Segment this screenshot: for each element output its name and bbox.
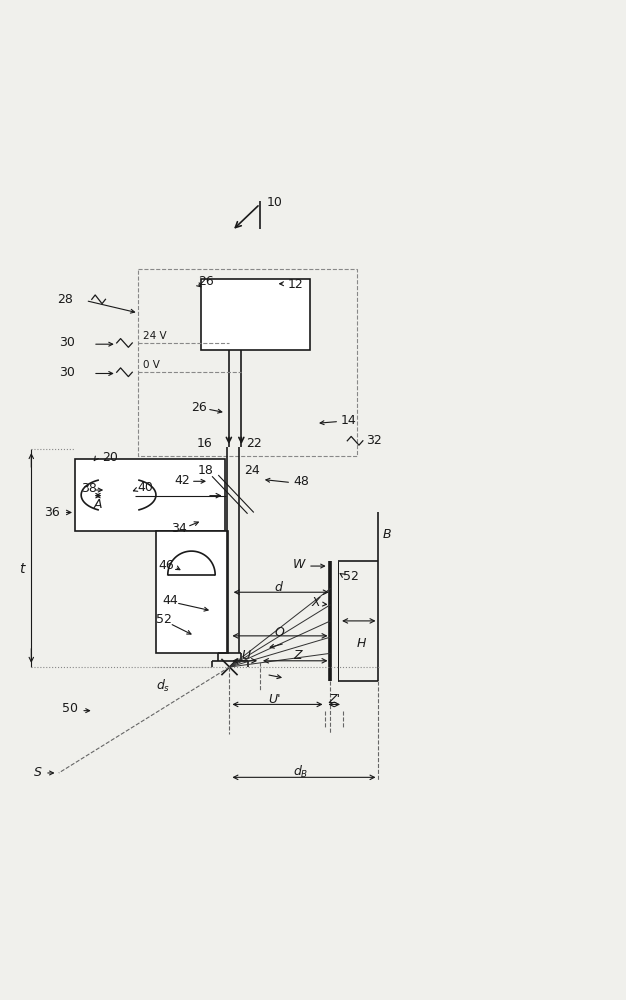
Text: 24: 24 bbox=[244, 464, 260, 477]
Text: 40: 40 bbox=[137, 481, 153, 494]
Text: 38: 38 bbox=[81, 482, 97, 495]
Text: d: d bbox=[274, 581, 282, 594]
Bar bbox=[156, 531, 228, 653]
Text: t: t bbox=[19, 562, 24, 576]
Text: U: U bbox=[242, 649, 250, 662]
Text: 12: 12 bbox=[288, 278, 304, 291]
Text: 14: 14 bbox=[341, 414, 357, 427]
Text: 34: 34 bbox=[171, 522, 187, 535]
Text: 52: 52 bbox=[156, 613, 172, 626]
Text: 32: 32 bbox=[366, 434, 382, 447]
Text: 28: 28 bbox=[58, 293, 73, 306]
Text: 16: 16 bbox=[197, 437, 212, 450]
Text: S: S bbox=[34, 766, 42, 779]
Text: 24 V: 24 V bbox=[143, 331, 167, 341]
Text: 20: 20 bbox=[102, 451, 118, 464]
Text: $d_B$: $d_B$ bbox=[293, 764, 309, 780]
Bar bbox=[75, 459, 225, 531]
Text: 36: 36 bbox=[44, 506, 59, 519]
Text: Z': Z' bbox=[328, 693, 340, 706]
Text: U': U' bbox=[268, 693, 280, 706]
Text: O: O bbox=[274, 626, 284, 639]
Text: 26: 26 bbox=[192, 401, 207, 414]
Text: 22: 22 bbox=[246, 437, 262, 450]
Text: X: X bbox=[312, 596, 321, 609]
Text: 48: 48 bbox=[293, 475, 309, 488]
Text: W: W bbox=[293, 558, 305, 571]
Text: 46: 46 bbox=[158, 559, 174, 572]
Text: 52: 52 bbox=[343, 570, 359, 583]
Text: $d_s$: $d_s$ bbox=[156, 678, 170, 694]
Text: H: H bbox=[357, 637, 366, 650]
Bar bbox=[201, 279, 310, 350]
Text: 18: 18 bbox=[198, 464, 213, 477]
Text: 44: 44 bbox=[162, 594, 178, 607]
Text: A: A bbox=[94, 498, 102, 511]
Text: B: B bbox=[383, 528, 391, 541]
Text: 30: 30 bbox=[59, 366, 74, 379]
Text: 0 V: 0 V bbox=[143, 360, 160, 370]
Text: 50: 50 bbox=[63, 702, 78, 715]
Text: 10: 10 bbox=[266, 196, 282, 209]
Text: Z: Z bbox=[293, 649, 302, 662]
Bar bbox=[138, 269, 357, 456]
Text: 42: 42 bbox=[175, 474, 190, 487]
Text: 30: 30 bbox=[59, 336, 74, 349]
Text: 26: 26 bbox=[198, 275, 213, 288]
